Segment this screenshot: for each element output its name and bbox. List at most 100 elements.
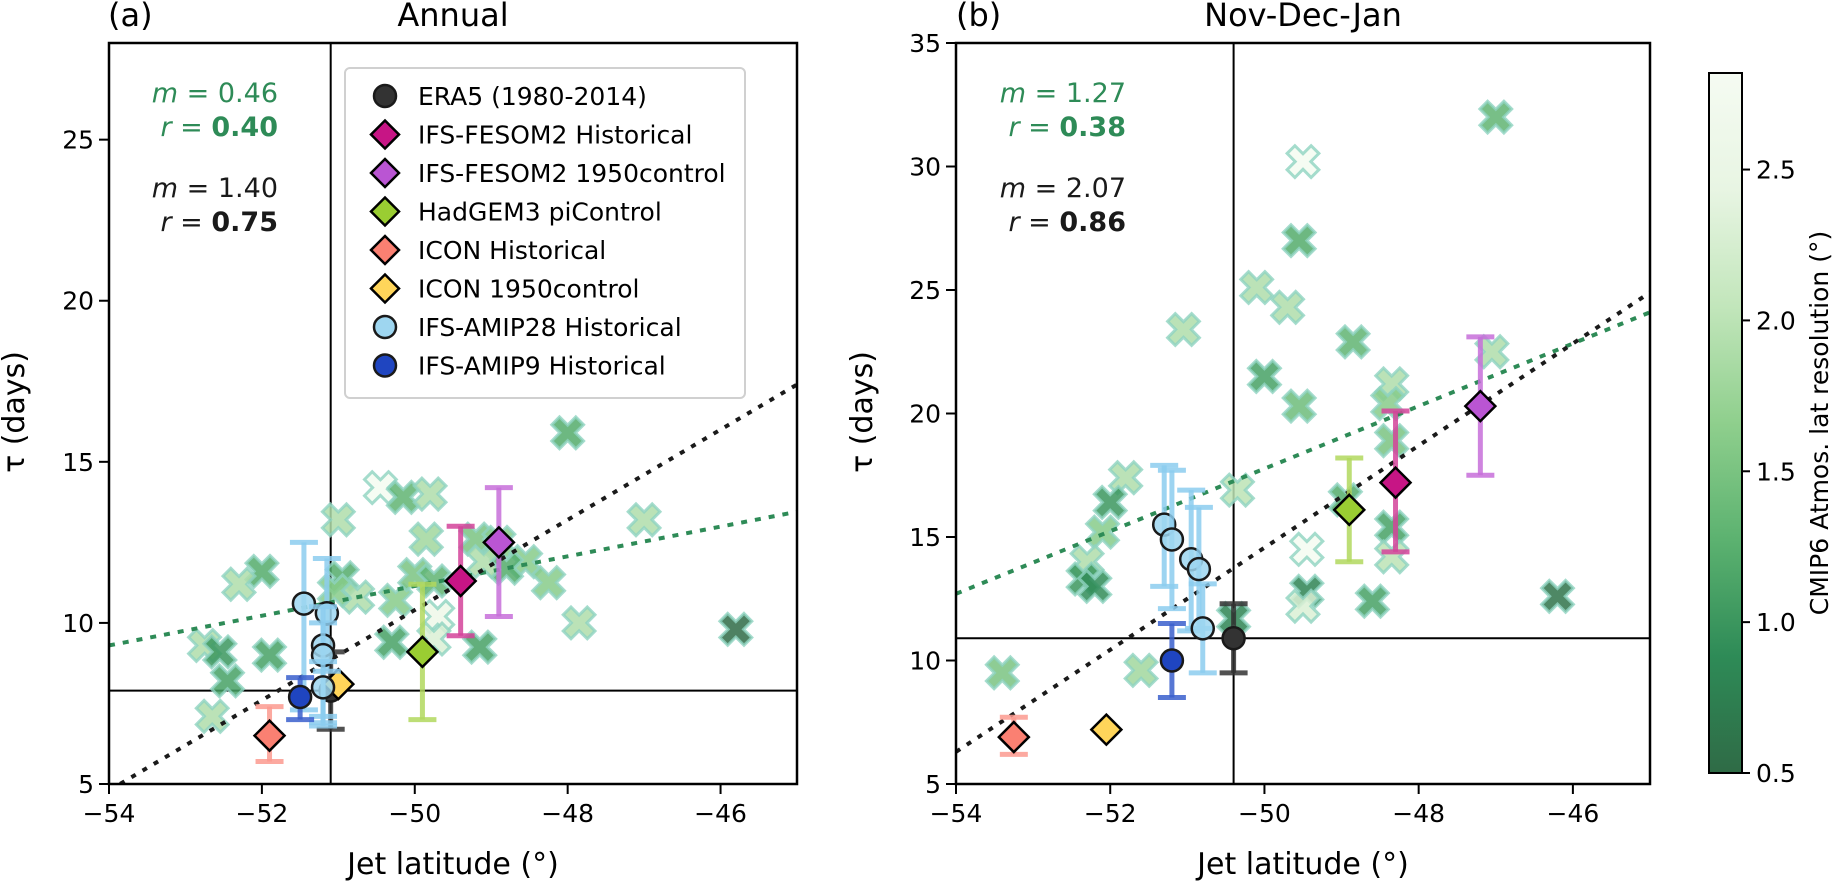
panel-a-stats: m = 0.46 r = 0.40 m = 1.40 r = 0.75 (152, 78, 278, 238)
panel-a-cmip6-point (461, 629, 498, 666)
panel-b-cmip6-point (1335, 323, 1372, 360)
legend-label: ICON 1950control (418, 275, 639, 304)
panel-b-point-ifs-amip28-historical (1190, 616, 1216, 641)
legend-label: IFS-FESOM2 Historical (418, 121, 692, 150)
colorbar-tick-label: 2.0 (1756, 306, 1796, 335)
panel-b-cmip6-point (1123, 652, 1160, 689)
panel-b-title: Nov-Dec-Jan (1204, 0, 1402, 34)
colorbar: 0.5 1.0 1.5 2.0 2.5 CMIP6 Atmos. lat resolut… (1708, 72, 1834, 788)
panel-b-cmip6-point (1165, 311, 1202, 348)
panel-a-cmip6-point (194, 698, 231, 735)
legend-label: IFS-AMIP9 Historical (418, 352, 666, 381)
panel-a-cmip6-point (220, 566, 258, 603)
panel-b-cmip6-point (1281, 222, 1318, 259)
panel-a-ytick-label: 25 (62, 126, 94, 155)
panel-b-cmip6-point (1219, 472, 1256, 509)
panel-a-point-ifs-amip9-historical (287, 684, 313, 710)
panel-a-all-r: r = 0.75 (160, 207, 278, 238)
legend-circle-marker (372, 83, 398, 109)
panel-a-ytick-label: 15 (62, 448, 94, 477)
panel-b-ytick-label: 10 (909, 647, 941, 676)
panel-b-cmip6-point (1269, 289, 1306, 326)
legend-item: ICON Historical (369, 234, 606, 266)
panel-a-cmip6-point (465, 543, 502, 580)
panel-a-label: (a) (108, 0, 153, 34)
panel-a-ylabel: τ (days) (0, 351, 32, 473)
panel-b-cmip6-point (1246, 358, 1283, 395)
panel-a-cmip6-point (717, 611, 754, 648)
panel-a-point-ifs-fesom2-historical (443, 564, 478, 598)
panel-a-cmip6-point (209, 662, 246, 699)
panel-b-ytick-label: 25 (909, 276, 941, 305)
panel-a-data-layer (109, 43, 797, 784)
panel-b-cmip6-point (1288, 531, 1325, 568)
panel-a-all-fit-line (115, 382, 797, 784)
panel-a-xtick-label: −50 (388, 799, 441, 828)
panel-b-point-ifs-amip28-historical (1159, 527, 1185, 552)
panel-a-cmip6-point (243, 553, 280, 590)
panel-b-cmip6-point (1084, 514, 1121, 551)
panel-b-xtick-label: −46 (1547, 799, 1600, 828)
panel-a-point-ifs-amip28-historical (310, 675, 336, 700)
panel-b-all-m: m = 2.07 (1000, 173, 1126, 204)
panel-a-cmip6-m: m = 0.46 (152, 78, 278, 109)
panel-b-cmip6-point (1477, 99, 1514, 136)
panel-a-xtick-label: −54 (83, 799, 136, 828)
panel-b-cmip6-point (1281, 388, 1318, 425)
panel-b-ylabel: τ (days) (845, 351, 880, 473)
legend-diamond-marker (369, 234, 401, 266)
panel-b-cmip6-point (1539, 578, 1576, 615)
panel-b-ytick-label: 15 (909, 523, 941, 552)
colorbar-tick-label: 0.5 (1756, 759, 1796, 788)
legend-box (344, 67, 746, 399)
panel-b-plot-area: −54 −52 −50 −48 −46 5 10 15 20 25 30 35 (909, 29, 1652, 828)
panel-a-cmip6-point (373, 624, 410, 661)
panel-a-cmip6-point (626, 501, 663, 538)
panel-b-cmip6-point (1238, 269, 1275, 306)
panel-a-all-m: m = 1.40 (152, 173, 278, 204)
panel-a-ytick-label: 5 (78, 770, 94, 799)
panel-b-point-hadgem3-picontrol (1332, 493, 1367, 527)
panel-b-label: (b) (956, 0, 1001, 34)
panel-b-point-ifs-fesom2-historical (1378, 465, 1413, 500)
panel-b-point-ifs-amip28-historical (1186, 556, 1212, 582)
legend-item: IFS-AMIP28 Historical (372, 313, 682, 342)
legend-label: IFS-AMIP28 Historical (418, 313, 682, 342)
panel-b-ytick-label: 35 (909, 29, 941, 58)
panel-a-cmip6-point (201, 633, 238, 670)
panel-a-xtick-label: −46 (694, 799, 747, 828)
legend-item: ERA5 (1980-2014) (372, 82, 647, 111)
panel-b-cmip6-point (1284, 143, 1322, 180)
panel-b-xtick-label: −54 (930, 799, 983, 828)
panel-a-xlabel: Jet latitude (°) (345, 847, 559, 882)
panel-b-cmip6-r: r = 0.38 (1008, 112, 1126, 143)
panel-a-plot-area: −54 −52 −50 −48 −46 5 10 15 20 25 (62, 41, 799, 828)
legend-item: IFS-AMIP9 Historical (372, 352, 666, 381)
colorbar-tick-label: 1.0 (1756, 608, 1796, 637)
panel-a-point-hadgem3-picontrol (405, 635, 440, 669)
panel-a-cmip6-point (561, 604, 598, 641)
panel-b-xtick-label: −50 (1238, 799, 1291, 828)
panel-b: (b) Nov-Dec-Jan −54 −52 −50 −48 −46 5 10 15 20 25… (845, 0, 1652, 882)
panel-a-xtick-label: −48 (541, 799, 594, 828)
panel-b-ytick-label: 30 (909, 153, 941, 182)
panel-a-cmip6-point (408, 521, 445, 558)
panel-b-point-icon-1950control (1089, 712, 1124, 747)
panel-b-cmip6-point (1373, 538, 1410, 575)
panel-a-cmip6-point (412, 475, 449, 513)
legend-item: IFS-FESOM2 Historical (369, 118, 692, 151)
panel-b-cmip6-point (1354, 583, 1391, 620)
panel-b-point-era5-1980-2014 (1221, 626, 1246, 651)
panel-a-point-ifs-amip28-historical (291, 591, 317, 616)
panel-b-all-fit-line (956, 290, 1650, 754)
colorbar-tick-label: 1.5 (1756, 457, 1796, 486)
panel-a-cmip6-point (320, 501, 357, 538)
panel-b-cmip6-point (1373, 509, 1410, 546)
panel-b-ytick-label: 5 (925, 770, 941, 799)
panel-b-all-r: r = 0.86 (1008, 207, 1126, 238)
panel-a-point-ifs-fesom2-1950control (482, 525, 516, 560)
panel-b-cmip6-point (984, 654, 1021, 691)
legend-diamond-marker (369, 157, 401, 189)
legend-item: ICON 1950control (369, 272, 639, 305)
